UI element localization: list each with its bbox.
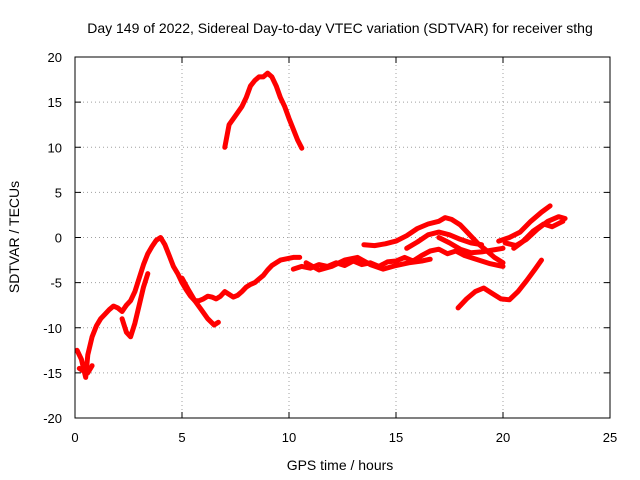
series-arc-4 <box>179 275 221 328</box>
series-arc-10 <box>436 235 506 256</box>
y-axis-label: SDTVAR / TECUs <box>6 181 22 293</box>
series-lines <box>74 70 568 380</box>
axis-ticks: 0 5 10 15 20 25 -20 -15 -10 -5 0 5 10 15 20 <box>43 50 617 445</box>
y-tick-label: -15 <box>43 366 62 381</box>
x-tick-label: 15 <box>389 430 403 445</box>
series-arc-3 <box>119 271 151 340</box>
series-arc-11 <box>455 257 544 311</box>
y-tick-label: 10 <box>48 140 62 155</box>
y-tick-label: 20 <box>48 50 62 65</box>
x-tick-label: 20 <box>496 430 510 445</box>
y-tick-label: 0 <box>55 231 62 246</box>
x-tick-label: 5 <box>178 430 185 445</box>
series-arc-9 <box>404 229 485 251</box>
x-tick-label: 25 <box>603 430 617 445</box>
chart-title: Day 149 of 2022, Sidereal Day-to-day VTE… <box>87 20 593 36</box>
x-axis-label: GPS time / hours <box>287 457 394 473</box>
series-arc-7 <box>303 254 433 273</box>
y-tick-label: -10 <box>43 321 62 336</box>
series-arc-5 <box>222 70 305 151</box>
x-tick-label: 0 <box>71 430 78 445</box>
y-tick-label: 15 <box>48 95 62 110</box>
series-arc-2 <box>76 363 95 376</box>
x-tick-label: 10 <box>282 430 296 445</box>
y-tick-label: 5 <box>55 185 62 200</box>
series-arc-14 <box>511 218 566 251</box>
y-tick-label: -5 <box>50 276 62 291</box>
y-tick-label: -20 <box>43 411 62 426</box>
series-arc-12 <box>496 203 553 244</box>
